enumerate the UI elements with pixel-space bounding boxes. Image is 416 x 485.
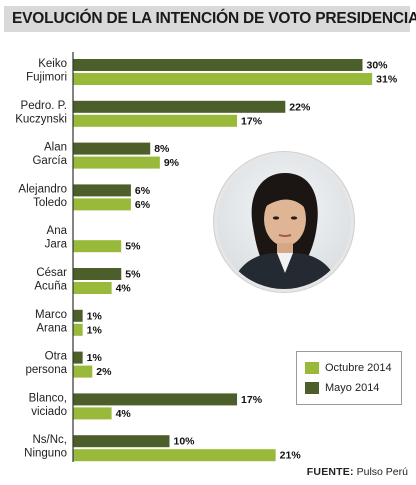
legend-label-octubre: Octubre 2014 (325, 362, 392, 374)
value-label-mayo: 1% (87, 310, 103, 322)
category-label: Otra persona (25, 351, 67, 377)
bar-octubre (73, 407, 112, 419)
category-label: Marco Arana (35, 309, 68, 335)
category-label: Blanco, viciado (29, 392, 67, 418)
bar-mayo (73, 101, 285, 113)
category-label: Ns/Nc, Ninguno (24, 434, 67, 460)
category-label: Ana Jara (45, 225, 68, 251)
value-label-mayo: 10% (174, 436, 196, 448)
bar-mayo (73, 310, 83, 322)
value-label-mayo: 1% (87, 352, 103, 364)
bar-octubre (73, 282, 112, 294)
bar-octubre (73, 240, 121, 252)
bar-mayo (73, 393, 237, 405)
value-label-octubre: 6% (135, 199, 151, 211)
value-label-octubre: 17% (241, 115, 263, 127)
legend-swatch-mayo (305, 382, 319, 394)
source-footer: FUENTE: Pulso Perú (307, 466, 408, 478)
value-label-octubre: 31% (376, 74, 398, 86)
value-label-octubre: 1% (87, 324, 103, 336)
bar-octubre (73, 157, 160, 169)
legend-swatch-octubre (305, 362, 319, 374)
category-label: Pedro. P. Kuczynski (15, 100, 67, 126)
value-label-octubre: 2% (96, 366, 112, 378)
bar-octubre (73, 73, 372, 85)
value-label-octubre: 4% (116, 283, 132, 295)
category-label: Alan García (32, 142, 67, 168)
value-label-mayo: 5% (125, 269, 141, 281)
bar-octubre (73, 366, 92, 378)
bar-mayo (73, 59, 363, 71)
value-label-mayo: 17% (241, 394, 263, 406)
bar-mayo (73, 435, 170, 447)
value-label-mayo: 22% (289, 101, 311, 113)
value-label-octubre: 5% (125, 241, 141, 253)
value-label-octubre: 21% (280, 450, 302, 462)
chart-legend: Octubre 2014 Mayo 2014 (296, 351, 402, 405)
value-label-octubre: 4% (116, 408, 132, 420)
bar-octubre (73, 324, 83, 336)
source-name: Pulso Perú (357, 466, 408, 478)
category-label: César Acuña (34, 267, 67, 293)
value-label-mayo: 6% (135, 185, 151, 197)
value-label-mayo: 30% (367, 60, 389, 72)
bar-mayo (73, 184, 131, 196)
bar-mayo (73, 143, 150, 155)
value-label-mayo: 8% (154, 143, 170, 155)
legend-item-mayo: Mayo 2014 (305, 381, 379, 395)
category-label: Keiko Fujimori (26, 58, 67, 84)
bar-mayo (73, 268, 121, 280)
bar-octubre (73, 198, 131, 210)
bar-mayo (73, 352, 83, 364)
source-label: FUENTE: (307, 466, 354, 478)
portrait-photo-icon (214, 152, 354, 292)
bar-octubre (73, 115, 237, 127)
category-label: Alejandro Toledo (18, 183, 67, 209)
legend-label-mayo: Mayo 2014 (325, 382, 379, 394)
bar-octubre (73, 449, 276, 461)
value-label-octubre: 9% (164, 157, 180, 169)
legend-item-octubre: Octubre 2014 (305, 361, 392, 375)
